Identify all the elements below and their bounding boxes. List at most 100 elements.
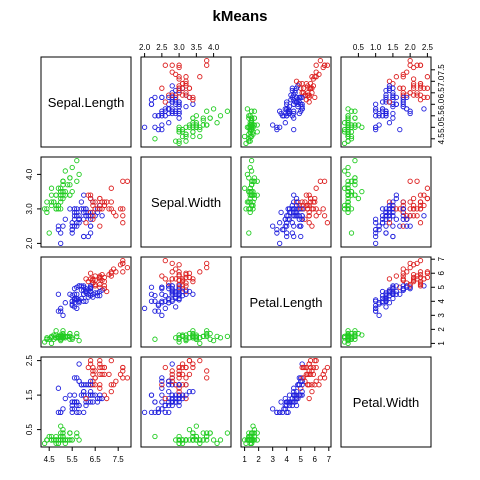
data-point: [87, 192, 94, 198]
tick-label: 2.5: [156, 43, 168, 52]
data-point: [183, 124, 189, 130]
data-point: [58, 199, 64, 205]
data-point: [372, 126, 379, 133]
data-point: [179, 437, 186, 443]
tick-label: 1.5: [387, 43, 399, 52]
data-point: [376, 122, 382, 128]
data-point: [214, 440, 220, 447]
data-point: [313, 62, 319, 68]
data-point: [44, 206, 50, 212]
data-point: [424, 85, 431, 91]
data-point: [148, 284, 155, 290]
data-point: [108, 388, 114, 395]
data-point: [400, 206, 406, 212]
variable-label: Sepal.Width: [151, 195, 221, 210]
top-axis-Petal.Width: 0.5 1.5 2.5: [353, 43, 434, 57]
data-point: [410, 83, 417, 89]
data-point: [159, 382, 165, 388]
data-point: [390, 223, 396, 229]
data-point: [285, 213, 291, 219]
data-point: [224, 430, 231, 436]
tick-label: 2: [437, 327, 446, 332]
data-point: [162, 276, 168, 282]
data-point: [210, 106, 217, 112]
data-point: [204, 375, 210, 381]
data-point: [162, 409, 168, 415]
data-point: [386, 99, 393, 105]
data-point: [60, 406, 66, 412]
panel-frame: [340, 156, 432, 248]
data-point: [97, 281, 103, 288]
data-point: [85, 294, 91, 300]
data-point: [305, 382, 311, 388]
data-point: [417, 85, 424, 91]
tick-label: 2.5: [25, 354, 34, 366]
data-point: [176, 62, 182, 68]
data-point: [108, 270, 114, 276]
data-point: [289, 87, 295, 94]
panel-frame: [340, 356, 432, 448]
data-point: [155, 302, 162, 309]
data-point: [169, 83, 175, 89]
data-point: [81, 388, 87, 395]
data-point: [162, 395, 168, 402]
data-point: [313, 213, 319, 219]
data-point: [41, 206, 48, 212]
data-point: [76, 409, 82, 415]
data-point: [120, 368, 126, 374]
data-point: [397, 126, 403, 133]
data-point: [176, 269, 182, 275]
data-point: [92, 206, 98, 212]
data-point: [397, 223, 403, 229]
data-point: [159, 392, 165, 398]
data-point: [417, 220, 424, 226]
data-point: [348, 230, 355, 236]
data-point: [169, 399, 175, 405]
data-point: [152, 336, 158, 342]
data-point: [310, 364, 317, 371]
data-point: [166, 378, 172, 384]
data-point: [247, 124, 253, 130]
data-point: [279, 226, 286, 233]
data-point: [345, 164, 351, 171]
data-point: [390, 110, 396, 117]
data-point: [176, 90, 182, 96]
data-point: [352, 328, 358, 334]
data-point: [278, 209, 284, 216]
data-point: [298, 223, 304, 229]
data-point: [159, 385, 165, 391]
data-point: [321, 178, 328, 184]
data-point: [246, 230, 252, 236]
tick-label: 2.0: [139, 43, 151, 52]
data-point: [155, 308, 162, 314]
data-point: [386, 206, 393, 212]
data-point: [317, 178, 324, 184]
data-point: [159, 126, 165, 133]
data-point: [359, 332, 365, 338]
data-point: [217, 437, 224, 443]
data-point: [321, 368, 328, 374]
data-point: [183, 74, 189, 80]
data-point: [172, 294, 179, 300]
data-point: [155, 406, 162, 412]
data-point: [186, 388, 193, 395]
data-point: [424, 195, 431, 202]
data-point: [183, 271, 189, 278]
tick-label: 1.5: [25, 389, 34, 401]
data-point: [210, 437, 217, 443]
tick-label: 4.5: [44, 455, 56, 464]
data-point: [87, 213, 94, 219]
data-point: [179, 361, 186, 367]
data-point: [120, 206, 126, 212]
data-point: [383, 223, 389, 229]
left-axis-Petal.Width: 0.5 1.5 2.5: [25, 354, 41, 435]
data-point: [159, 291, 165, 297]
data-point: [172, 399, 179, 405]
data-point: [383, 94, 389, 101]
data-point: [176, 402, 182, 409]
data-point: [204, 437, 210, 443]
data-point: [193, 433, 200, 440]
tick-label: 3: [270, 455, 275, 464]
data-point: [101, 199, 108, 205]
data-point: [179, 129, 186, 135]
